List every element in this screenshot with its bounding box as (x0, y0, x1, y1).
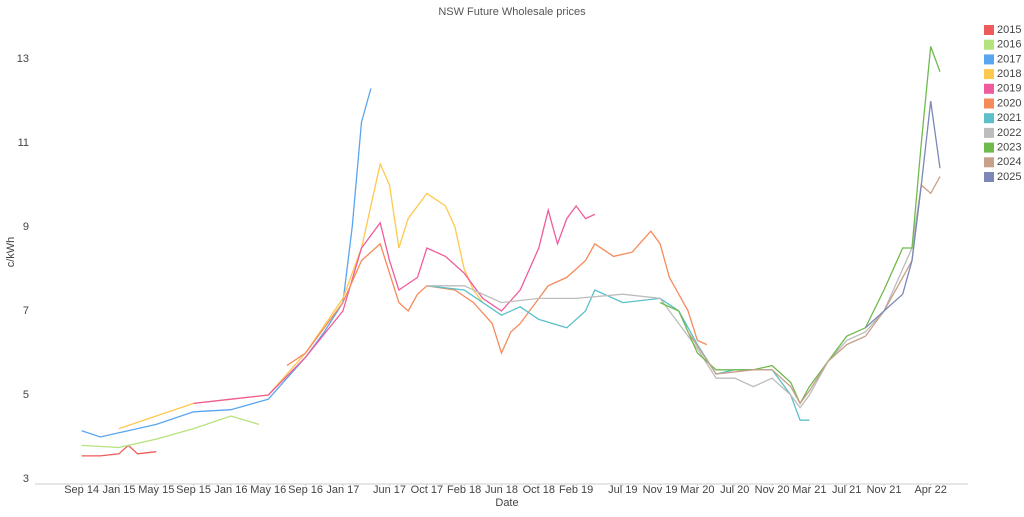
x-tick-label: Feb 18 (447, 484, 481, 496)
x-tick-label: Jan 17 (326, 484, 359, 496)
legend-swatch (984, 142, 994, 153)
legend-swatch (984, 54, 994, 65)
y-axis-title: c/kWh (5, 237, 17, 268)
y-tick-label: 3 (23, 473, 29, 485)
legend-label: 2018 (997, 68, 1021, 80)
legend-label: 2015 (997, 24, 1021, 36)
x-tick-label: Sep 16 (288, 484, 323, 496)
y-tick-label: 9 (23, 221, 29, 233)
y-tick-label: 7 (23, 305, 29, 317)
x-tick-label: Apr 22 (914, 484, 946, 496)
legend-swatch (984, 98, 994, 109)
series-line (659, 46, 941, 405)
x-tick-label: Jul 21 (832, 484, 861, 496)
legend-swatch (984, 83, 994, 94)
chart-title: NSW Future Wholesale prices (438, 6, 586, 18)
x-tick-label: Jun 17 (373, 484, 406, 496)
legend-label: 2021 (997, 112, 1021, 124)
series-line (426, 184, 922, 409)
legend-label: 2019 (997, 83, 1021, 95)
legend-label: 2022 (997, 127, 1021, 139)
legend-swatch (984, 157, 994, 168)
x-tick-label: Sep 15 (176, 484, 211, 496)
legend-swatch (984, 113, 994, 124)
x-tick-label: May 15 (138, 484, 174, 496)
x-tick-label: Oct 17 (411, 484, 443, 496)
x-tick-label: May 16 (250, 484, 286, 496)
legend-label: 2024 (997, 156, 1021, 168)
x-tick-label: Nov 20 (755, 484, 790, 496)
series-line (81, 415, 260, 449)
legend-label: 2025 (997, 171, 1021, 183)
x-tick-label: Sep 14 (64, 484, 99, 496)
series-line (426, 285, 810, 421)
series-line (193, 204, 596, 405)
legend-label: 2023 (997, 142, 1021, 154)
x-tick-label: Jan 15 (102, 484, 135, 496)
x-tick-label: Nov 21 (867, 484, 902, 496)
x-tick-label: Oct 18 (523, 484, 555, 496)
series-line (81, 88, 372, 438)
x-tick-label: Mar 21 (792, 484, 826, 496)
legend-label: 2017 (997, 53, 1021, 65)
x-tick-label: Jul 20 (720, 484, 749, 496)
series-line (81, 444, 157, 457)
x-axis-title: Date (495, 497, 518, 509)
x-tick-label: Nov 19 (643, 484, 678, 496)
x-tick-label: Jun 18 (485, 484, 518, 496)
x-tick-label: Jan 16 (214, 484, 247, 496)
y-tick-label: 5 (23, 389, 29, 401)
series-line (118, 161, 484, 430)
series-line (286, 230, 708, 367)
legend-swatch (984, 25, 994, 35)
y-tick-label: 11 (18, 137, 29, 149)
legend-swatch (984, 127, 994, 138)
legend-label: 2020 (997, 97, 1021, 109)
legend-swatch (984, 172, 994, 182)
series-line (864, 101, 941, 329)
legend-swatch (984, 39, 994, 50)
x-tick-label: Feb 19 (559, 484, 593, 496)
legend-label: 2016 (997, 39, 1021, 51)
x-tick-label: Mar 20 (680, 484, 714, 496)
y-tick-label: 13 (17, 53, 29, 65)
x-tick-label: Jul 19 (608, 484, 637, 496)
legend-swatch (984, 69, 994, 80)
